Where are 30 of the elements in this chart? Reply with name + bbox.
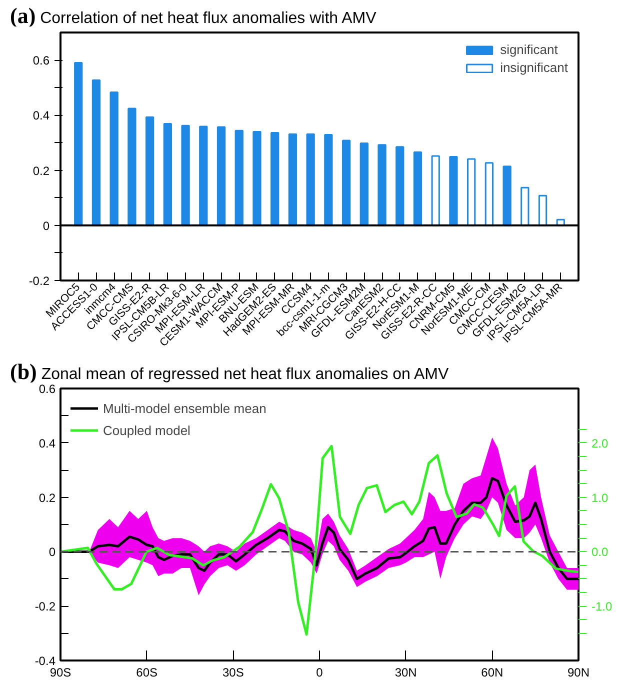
y2-tick-label: 1.0 <box>592 490 609 505</box>
y-tick-label: 0.2 <box>32 164 50 178</box>
x-tick-label: 30S <box>222 666 244 680</box>
x-tick-label: 90S <box>50 666 72 680</box>
text: (b) <box>10 359 37 384</box>
x-tick-label: 30N <box>394 666 417 680</box>
chart-title: Correlation of net heat flux anomalies with AMV <box>39 10 376 27</box>
legend-label: insignificant <box>500 60 568 75</box>
chart-title: Zonal mean of regressed net heat flux anomalies on AMV <box>40 366 449 383</box>
text: (a) <box>10 3 36 28</box>
y-tick-label: -0.2 <box>28 274 50 288</box>
y-tick-label: -0.2 <box>34 600 56 614</box>
y-tick-label: 0.4 <box>38 436 56 450</box>
y2-tick-label: 0.0 <box>592 545 609 560</box>
x-tick-label: 0 <box>316 666 324 680</box>
y2-tick-label: 2.0 <box>592 436 609 450</box>
legend-label: Coupled model <box>103 422 190 438</box>
y-tick-label: 0.6 <box>32 54 50 68</box>
y-tick-label: 0.6 <box>38 382 56 396</box>
y2-tick-label: -1.0 <box>592 600 613 614</box>
y-tick-label: 0 <box>42 218 50 233</box>
legend-label: significant <box>500 42 558 57</box>
x-tick-label: 90N <box>567 666 590 680</box>
y-tick-label: 0.2 <box>38 490 56 505</box>
y-tick-label: -0.4 <box>34 654 56 668</box>
x-tick-label: 60S <box>136 666 158 680</box>
x-tick-label: 60N <box>481 666 504 680</box>
legend-label: Multi-model ensemble mean <box>103 400 266 416</box>
y-tick-label: 0 <box>48 545 56 560</box>
y-tick-label: 0.4 <box>32 108 50 123</box>
